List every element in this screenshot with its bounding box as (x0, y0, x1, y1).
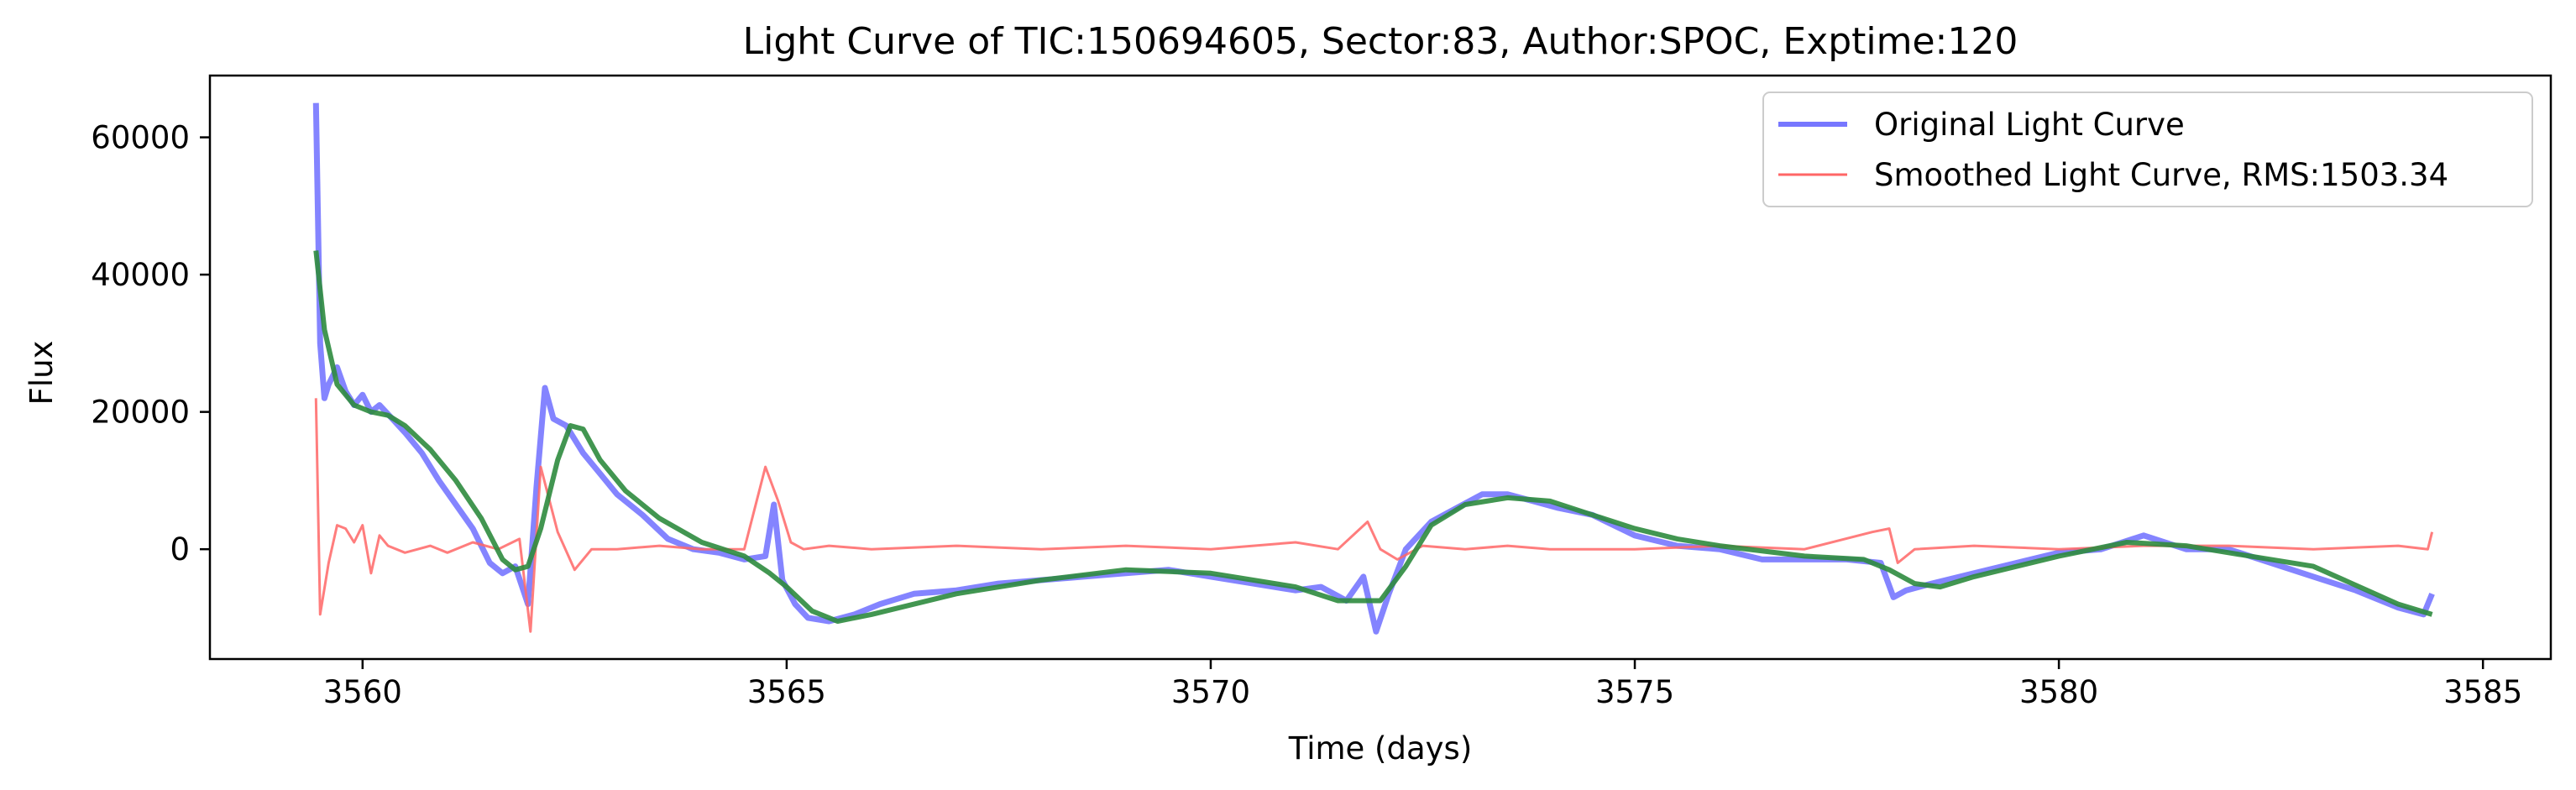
y-tick-label: 0 (170, 531, 190, 568)
series-line-smoothed-light-curve-rms-1503-34 (314, 398, 2434, 633)
chart-title: Light Curve of TIC:150694605, Sector:83,… (743, 20, 2018, 63)
legend-label-smoothed: Smoothed Light Curve, RMS:1503.34 (1874, 157, 2448, 193)
y-axis-label: Flux (24, 341, 60, 405)
series-layer (312, 102, 2435, 635)
x-axis: 3560 3565 3570 3575 3580 3585 (323, 659, 2522, 710)
x-tick-label: 3580 (2019, 674, 2098, 710)
x-tick-label: 3570 (1171, 674, 1250, 710)
x-tick-label: 3560 (323, 674, 402, 710)
series-line-trend (313, 250, 2433, 624)
y-tick-label: 20000 (91, 395, 190, 431)
y-axis: 0 20000 40000 60000 (91, 120, 210, 568)
legend: Original Light Curve Smoothed Light Curv… (1762, 92, 2533, 207)
plot-frame (208, 74, 2552, 661)
legend-box (1762, 92, 2533, 207)
x-tick-label: 3565 (747, 674, 826, 710)
x-axis-label: Time (days) (1288, 730, 1473, 766)
x-tick-label: 3575 (1595, 674, 1674, 710)
x-tick-label: 3585 (2443, 674, 2522, 710)
y-tick-label: 40000 (91, 257, 190, 293)
legend-label-original: Original Light Curve (1874, 107, 2185, 143)
y-tick-label: 60000 (91, 120, 190, 156)
